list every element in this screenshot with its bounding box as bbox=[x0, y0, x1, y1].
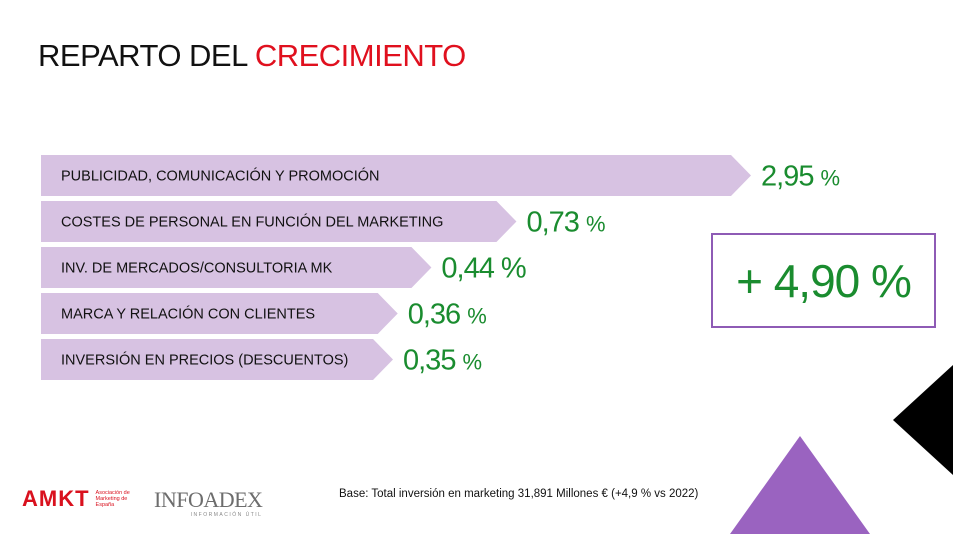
bar-row: COSTES DE PERSONAL EN FUNCIÓN DEL MARKET… bbox=[41, 201, 606, 242]
base-note: Base: Total inversión en marketing 31,89… bbox=[339, 488, 699, 500]
value-label: 0,44 % bbox=[441, 253, 526, 285]
bar bbox=[41, 201, 517, 242]
decorative-purple-triangle bbox=[730, 436, 870, 534]
value-label: 0,35 % bbox=[403, 345, 482, 377]
bar-row: INV. DE MERCADOS/CONSULTORIA MK 0,44 % bbox=[41, 247, 527, 288]
amkt-logo-subtitle: Asociación de Marketing de España bbox=[95, 490, 130, 508]
category-label: PUBLICIDAD, COMUNICACIÓN Y PROMOCIÓN bbox=[61, 168, 380, 185]
bar bbox=[41, 339, 393, 380]
category-label: INVERSIÓN EN PRECIOS (DESCUENTOS) bbox=[61, 352, 348, 369]
bar bbox=[41, 293, 398, 334]
bar bbox=[41, 155, 751, 196]
bar-row: PUBLICIDAD, COMUNICACIÓN Y PROMOCIÓN 2,95… bbox=[41, 155, 840, 196]
value-label: 0,73 % bbox=[526, 207, 605, 239]
infoadex-logo-mark: INFOADEX bbox=[154, 487, 263, 512]
amkt-logo: AMKT Asociación de Marketing de España bbox=[22, 486, 142, 512]
category-label: INV. DE MERCADOS/CONSULTORIA MK bbox=[61, 261, 333, 277]
category-label: COSTES DE PERSONAL EN FUNCIÓN DEL MARKET… bbox=[61, 214, 443, 231]
title-part-2: CRECIMIENTO bbox=[254, 38, 466, 73]
decorative-black-diamond bbox=[893, 365, 953, 475]
bar bbox=[41, 247, 432, 288]
bar-row: INVERSIÓN EN PRECIOS (DESCUENTOS) 0,35 % bbox=[41, 339, 482, 380]
page-title: REPARTO DEL CRECIMIENTO bbox=[38, 38, 466, 74]
title-part-1: REPARTO DEL bbox=[38, 38, 255, 73]
infoadex-logo: INFOADEX INFORMACIÓN ÚTIL bbox=[154, 487, 263, 518]
value-label: 2,95 % bbox=[761, 161, 840, 193]
infoadex-logo-subtitle: INFORMACIÓN ÚTIL bbox=[190, 512, 263, 518]
total-growth-box: + 4,90 % bbox=[711, 233, 936, 328]
amkt-logo-mark: AMKT bbox=[22, 486, 90, 511]
value-label: 0,36 % bbox=[408, 299, 487, 331]
total-growth-value: + 4,90 % bbox=[736, 254, 912, 307]
bar-row: MARCA Y RELACIÓN CON CLIENTES 0,36 % bbox=[41, 293, 487, 334]
category-label: MARCA Y RELACIÓN CON CLIENTES bbox=[61, 306, 315, 323]
